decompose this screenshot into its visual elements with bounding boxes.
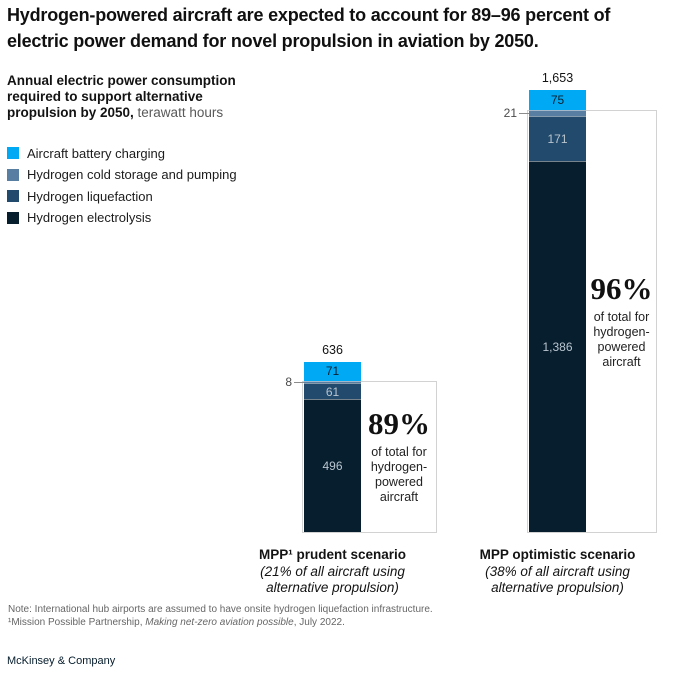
bar-segment: 75 xyxy=(529,90,586,111)
title-line-1: Hydrogen-powered aircraft are expected t… xyxy=(7,5,611,25)
bar-segment: 171 xyxy=(529,115,586,162)
page-title: Hydrogen-powered aircraft are expected t… xyxy=(7,2,610,54)
category-note: (21% of all aircraft using alternative p… xyxy=(260,564,405,595)
legend-item: Aircraft battery charging xyxy=(7,145,237,161)
category-name: MPP optimistic scenario xyxy=(479,547,636,562)
legend-swatch xyxy=(7,168,19,181)
legend-swatch xyxy=(7,147,19,159)
legend-swatch xyxy=(7,211,19,224)
legend-item: Hydrogen liquefaction xyxy=(7,188,237,204)
callout-percent: 89% xyxy=(368,406,430,442)
legend-label: Hydrogen cold storage and pumping xyxy=(27,167,237,182)
callout-description: of total for hydrogen-powered aircraft xyxy=(593,310,650,370)
segment-side-label: 21 xyxy=(503,105,517,120)
legend-item: Hydrogen electrolysis xyxy=(7,210,237,225)
callout: 96% of total for hydrogen-powered aircraf… xyxy=(586,110,657,532)
category-name: MPP¹ prudent scenario xyxy=(258,547,407,562)
bar-segment: 496 xyxy=(304,399,361,532)
legend-item: Hydrogen cold storage and pumping xyxy=(7,167,237,182)
bar: 75 171 1,386 xyxy=(529,90,586,532)
brand-mckinsey: McKinsey & Company xyxy=(7,655,116,667)
bar-segment: 1,386 xyxy=(529,161,586,532)
unit-label: terawatt hours xyxy=(137,105,224,120)
legend-label: Hydrogen electrolysis xyxy=(27,210,152,225)
legend-swatch xyxy=(7,190,19,202)
category-label: MPP optimistic scenario (38% of all aircr… xyxy=(448,547,668,596)
legend: Aircraft battery charging Hydrogen cold s… xyxy=(7,146,237,232)
bar-segment: 61 xyxy=(304,383,361,400)
bar-total-label: 1,653 xyxy=(541,71,574,85)
footnotes: Note: International hub airports are ass… xyxy=(8,604,433,629)
callout: 89% of total for hydrogen-powered aircraf… xyxy=(361,381,437,532)
tick-line xyxy=(294,381,304,383)
chart-subtitle: Annual electric power consumption requir… xyxy=(7,73,236,121)
footnote-note: Note: International hub airports are ass… xyxy=(8,604,433,615)
category-note: (38% of all aircraft using alternative p… xyxy=(485,564,630,595)
subtitle-line: Annual electric power consumption xyxy=(7,73,236,88)
callout-description: of total for hydrogen-powered aircraft xyxy=(370,445,428,505)
segment-side-label: 8 xyxy=(285,374,292,389)
bar-segment xyxy=(529,110,586,116)
callout-percent: 96% xyxy=(590,271,653,307)
bar: 71 61 496 xyxy=(304,361,361,532)
bar-segment xyxy=(304,380,361,384)
bar-total-label: 636 xyxy=(322,342,343,357)
subtitle-line: propulsion by 2050, terawatt hours xyxy=(7,105,236,121)
legend-label: Hydrogen liquefaction xyxy=(27,188,153,204)
title-line-2: electric power demand for novel propulsi… xyxy=(7,31,539,51)
legend-label: Aircraft battery charging xyxy=(27,145,166,161)
subtitle-line: required to support alternative xyxy=(7,89,203,104)
footnote-source: ¹Mission Possible Partnership, Making ne… xyxy=(8,616,345,628)
category-label: MPP¹ prudent scenario (21% of all aircraf… xyxy=(223,547,443,596)
bar-segment: 71 xyxy=(304,361,361,381)
subtitle-bold-text: propulsion by 2050, xyxy=(7,105,134,120)
tick-line xyxy=(519,112,529,114)
